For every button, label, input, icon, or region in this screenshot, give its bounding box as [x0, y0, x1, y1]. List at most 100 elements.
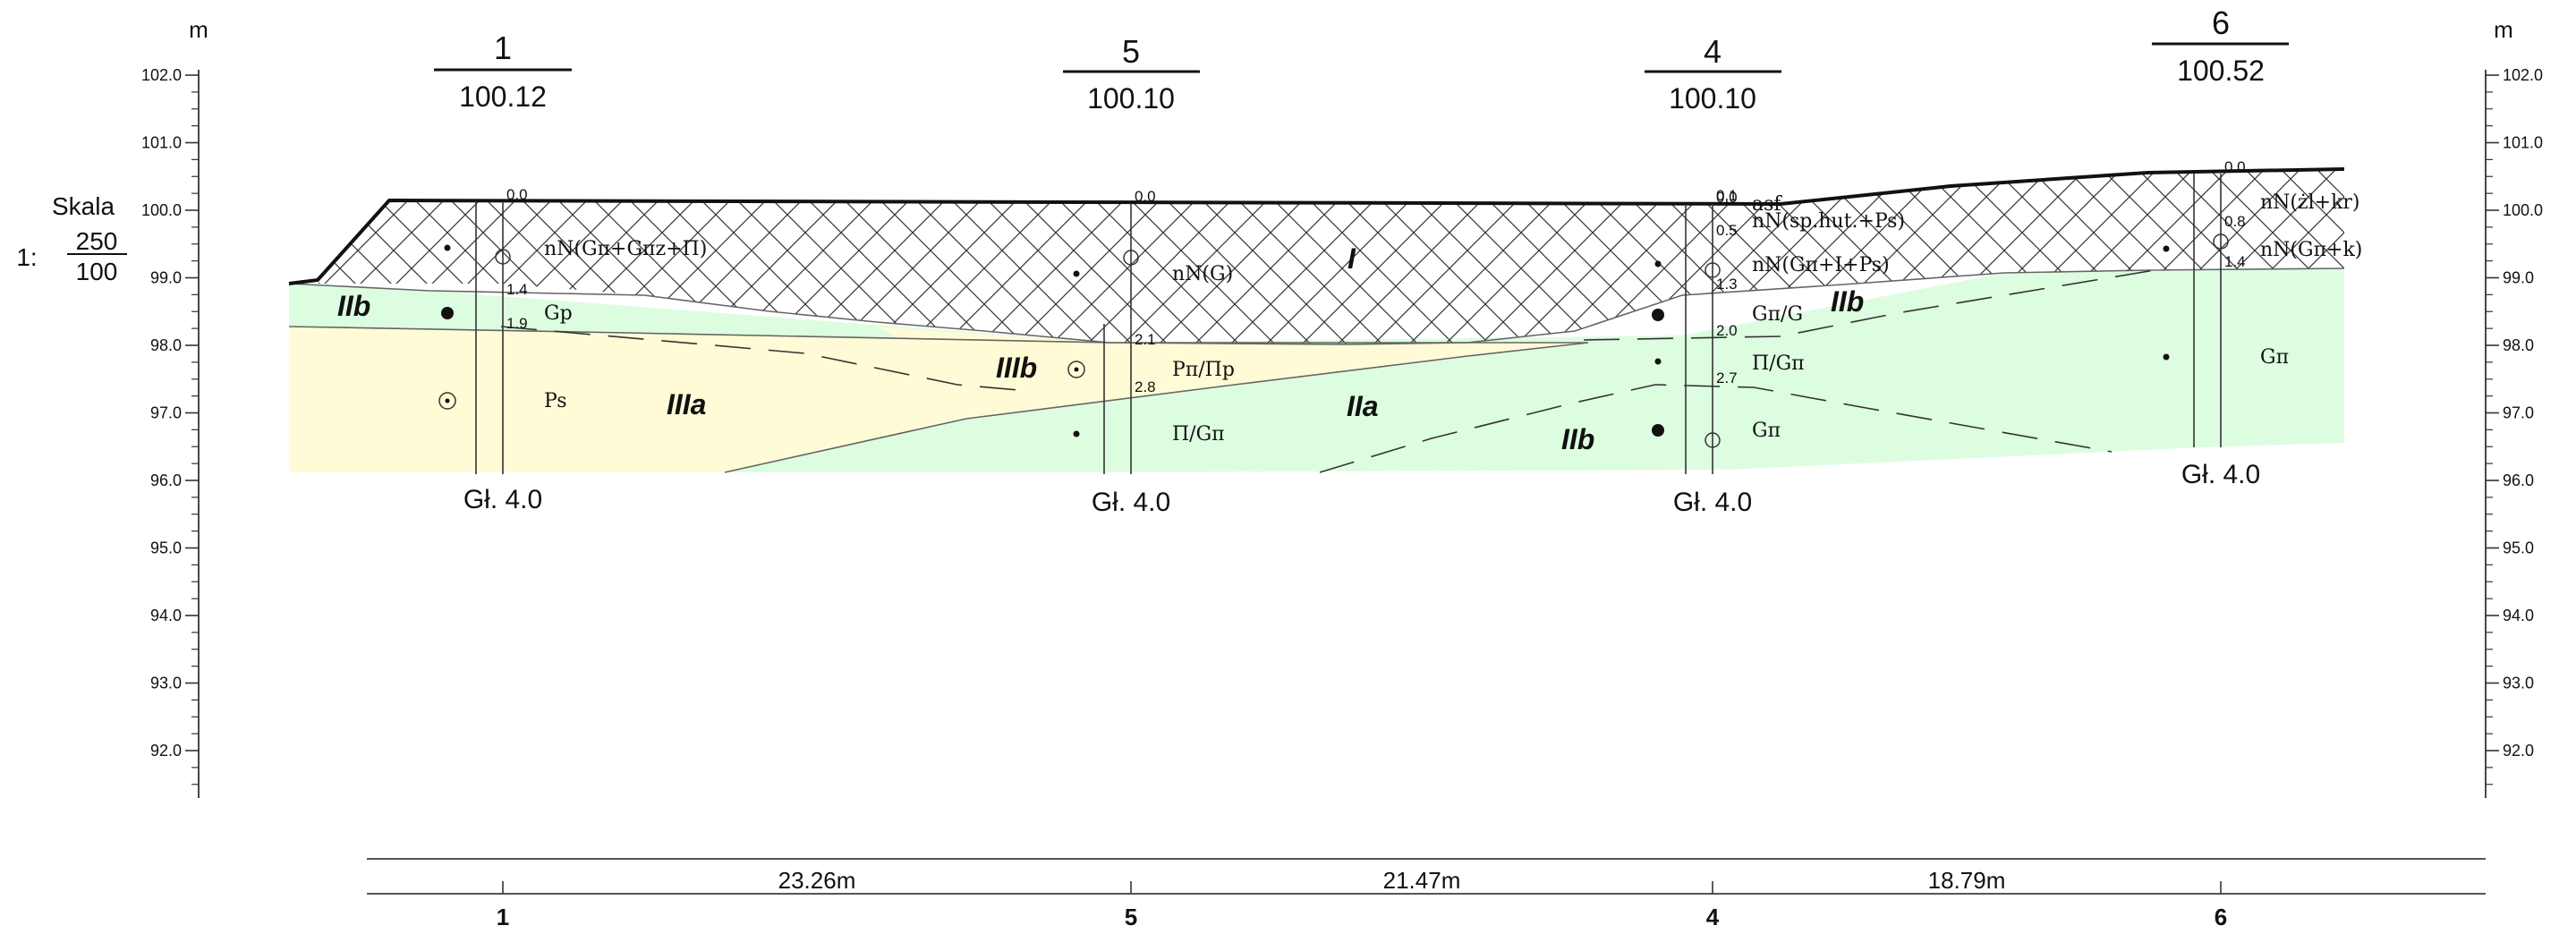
soil-label: nN(żl+kr): [2260, 191, 2360, 214]
right-axis-tick-label: 102.0: [2503, 66, 2543, 84]
depth-mark: 2.8: [1135, 378, 1156, 395]
axis-borehole-label: 4: [1706, 904, 1720, 930]
distance-label: 21.47m: [1383, 867, 1461, 894]
sample-open-circle-icon: [1705, 262, 1721, 278]
distance-label: 23.26m: [778, 867, 856, 894]
dot-small-icon: [1073, 270, 1080, 277]
borehole-number: 4: [1704, 33, 1722, 70]
right-axis-tick-label: 100.0: [2503, 201, 2543, 219]
depth-mark: 0.0: [506, 186, 528, 203]
layer-code-IIa: IIa: [1347, 390, 1379, 422]
borehole-elevation: 100.10: [1669, 82, 1756, 115]
dot-small-icon: [1654, 260, 1662, 267]
axis-borehole-label: 5: [1125, 904, 1137, 930]
depth-mark: 1.4: [2224, 253, 2246, 270]
soil-label: Gπ: [1752, 420, 1781, 442]
borehole-1: 1 100.12 0.0 1.4 1.9 Gł. 4.0: [434, 30, 572, 514]
right-unit-label: m: [2494, 16, 2513, 43]
boundary-dashed-2: [1583, 267, 2166, 341]
left-axis-tick-label: 102.0: [141, 66, 182, 84]
right-axis-tick-label: 93.0: [2503, 675, 2534, 692]
soil-label: Gπ: [2260, 346, 2289, 369]
boundary-dashed-3: [1319, 384, 2113, 473]
right-elevation-axis: 102.0 101.0 100.0 99.0 98.0 97.0 96.0 95.0 94.0 9…: [2485, 66, 2543, 798]
soil-label: Ps: [544, 390, 567, 412]
left-axis-tick-label: 99.0: [150, 269, 182, 287]
soil-descriptions: nN(Gπ+Gπz+Π) Gp Ps nN(G) Pπ/Πp Π/Gπ asf …: [544, 191, 2362, 446]
layer-code-IIIb: IIIb: [996, 352, 1037, 384]
borehole-elevation: 100.52: [2177, 55, 2265, 87]
dot-small-icon: [2163, 245, 2170, 252]
depth-mark: 0.0: [2224, 158, 2246, 175]
boundary-dashed-1: [500, 326, 1030, 392]
layer-code-IIIa: IIIa: [667, 388, 706, 420]
soil-label: nN(Gπ+k): [2260, 239, 2362, 261]
right-axis-tick-label: 97.0: [2503, 404, 2534, 422]
sample-open-circle-icon: [1705, 432, 1721, 448]
right-axis-tick-label: 101.0: [2503, 134, 2543, 152]
scale-numerator: 250: [76, 227, 118, 255]
soil-label: nN(sp.hut.+Ps): [1752, 210, 1905, 233]
dot-small-icon: [1654, 358, 1662, 365]
dot-large-icon: [441, 307, 454, 319]
depth-label: Gł. 4.0: [463, 485, 542, 514]
distance-label: 18.79m: [1928, 867, 2006, 894]
soil-label: Gπ/G: [1752, 303, 1803, 326]
depth-mark: 0.0: [1716, 189, 1738, 206]
left-axis-tick-label: 100.0: [141, 201, 182, 219]
boundary-sand-base: [724, 342, 1589, 473]
sample-open-circle-icon: [495, 249, 511, 265]
borehole-number: 5: [1122, 33, 1140, 70]
target-circle-icon: [438, 392, 456, 410]
borehole-number: 6: [2212, 4, 2230, 41]
dot-large-icon: [1652, 424, 1664, 437]
left-axis-tick-label: 98.0: [150, 336, 182, 354]
boundary-fill-base: [288, 267, 2345, 345]
right-axis-tick-label: 99.0: [2503, 269, 2534, 287]
right-axis-tick-label: 96.0: [2503, 471, 2534, 489]
soil-label: nN(Gπ+Gπz+Π): [544, 238, 707, 260]
depth-mark: 1.9: [506, 315, 528, 332]
dot-large-icon: [1652, 309, 1664, 321]
target-circle-icon: [1067, 361, 1085, 378]
layer-code-IIb: IIb: [1831, 285, 1864, 318]
borehole-4: 4 100.10 0.0 0.1 0.5 1.3 2.0 2.7 Gł. 4.0: [1645, 33, 1781, 517]
ground-surface: [288, 167, 2345, 285]
scale-prefix: 1:: [16, 243, 37, 271]
soil-label: asf: [1752, 193, 1782, 216]
layer-sand-IIIb: [877, 327, 1588, 398]
dot-small-icon: [1073, 430, 1080, 437]
right-axis-tick-label: 98.0: [2503, 336, 2534, 354]
layer-code-IIb: IIb: [337, 290, 370, 322]
depth-label: Gł. 4.0: [1673, 488, 1752, 517]
layer-code-I: I: [1348, 242, 1356, 275]
soil-label: Π/Gπ: [1172, 423, 1225, 446]
layer-code-IIb: IIb: [1561, 423, 1594, 455]
sample-open-circle-icon: [2213, 234, 2229, 250]
soil-layers: [288, 167, 2345, 473]
left-axis-tick-label: 93.0: [150, 675, 182, 692]
layer-fill-I: [318, 169, 2344, 344]
soil-label: nN(G): [1172, 263, 1233, 285]
soil-label: Gp: [544, 302, 573, 325]
scale-title: Skala: [52, 192, 115, 220]
depth-mark: 1.3: [1716, 276, 1738, 293]
depth-mark: 0.0: [1135, 188, 1156, 205]
dot-small-icon: [2163, 353, 2170, 361]
left-axis-tick-label: 94.0: [150, 607, 182, 624]
bottom-distance-axis: 23.26m 21.47m 18.79m 1 5 4 6: [367, 858, 2486, 930]
borehole-elevation: 100.10: [1087, 82, 1175, 115]
target-center-icon: [1074, 367, 1079, 372]
left-axis-tick-label: 95.0: [150, 539, 182, 557]
soil-label: Π/Gπ: [1752, 352, 1805, 375]
soil-label: Pπ/Πp: [1172, 359, 1235, 381]
depth-mark: 2.0: [1716, 322, 1738, 339]
left-elevation-axis: 102.0 101.0 100.0 99.0 98.0 97.0 96.0 95.0 94.0 9…: [141, 66, 200, 798]
right-axis-tick-label: 92.0: [2503, 742, 2534, 760]
depth-label: Gł. 4.0: [2181, 460, 2260, 489]
borehole-5: 5 100.10 0.0 2.1 2.8 Gł. 4.0: [1063, 33, 1200, 517]
left-axis-tick-label: 101.0: [141, 134, 182, 152]
boundary-sand-top: [288, 326, 1588, 344]
left-unit-label: m: [189, 16, 208, 43]
